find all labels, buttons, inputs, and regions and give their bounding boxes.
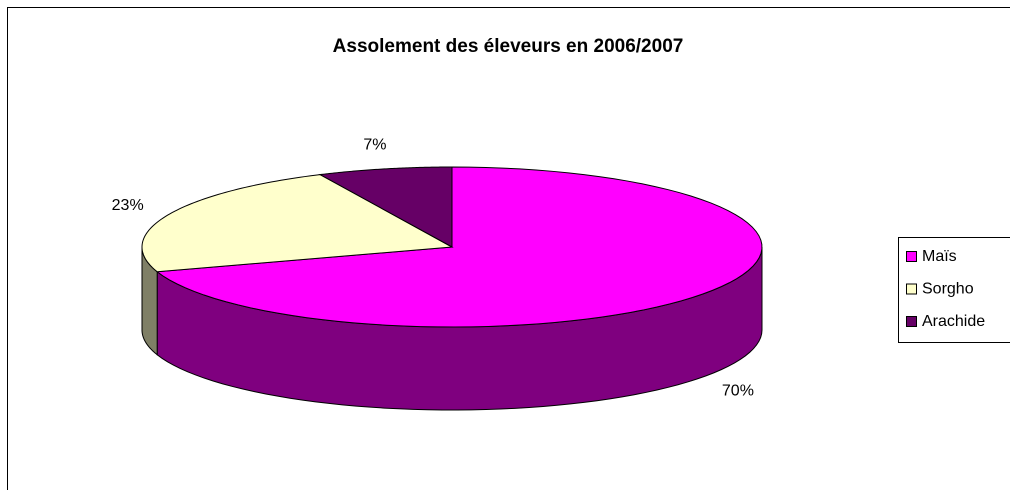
- data-label: 70%: [722, 382, 754, 399]
- legend-swatch: [906, 283, 917, 295]
- chart-title: Assolement des éleveurs en 2006/2007: [333, 36, 684, 57]
- legend-label: Arachide: [922, 313, 985, 330]
- data-label: 23%: [112, 197, 144, 214]
- slice: [141, 174, 454, 273]
- data-label: 7%: [363, 137, 386, 154]
- slice: [155, 166, 763, 328]
- slice: [318, 166, 453, 248]
- legend-box: [898, 237, 1010, 343]
- legend-swatch: [906, 316, 917, 327]
- legend-swatch: [906, 251, 917, 262]
- legend-label: Sorgho: [922, 281, 974, 298]
- legend-label: Maïs: [922, 248, 957, 265]
